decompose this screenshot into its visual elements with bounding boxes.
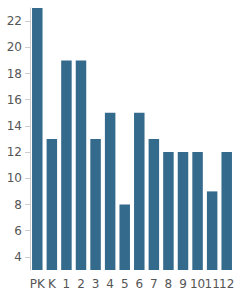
svg-text:K: K (48, 277, 57, 291)
svg-text:22: 22 (7, 14, 22, 28)
svg-text:6: 6 (14, 224, 22, 238)
svg-text:20: 20 (7, 40, 22, 54)
svg-text:16: 16 (7, 93, 22, 107)
svg-text:6: 6 (135, 277, 143, 291)
svg-text:1: 1 (63, 277, 71, 291)
svg-text:8: 8 (165, 277, 173, 291)
svg-text:9: 9 (179, 277, 187, 291)
svg-text:4: 4 (14, 250, 22, 264)
svg-text:18: 18 (7, 67, 22, 81)
svg-text:2: 2 (77, 277, 85, 291)
svg-text:11: 11 (205, 277, 220, 291)
svg-text:PK: PK (30, 277, 46, 291)
svg-text:5: 5 (121, 277, 129, 291)
svg-text:3: 3 (92, 277, 100, 291)
svg-text:10: 10 (190, 277, 205, 291)
svg-text:10: 10 (7, 171, 22, 185)
svg-text:14: 14 (7, 119, 22, 133)
svg-text:4: 4 (106, 277, 114, 291)
svg-text:12: 12 (219, 277, 234, 291)
svg-text:12: 12 (7, 145, 22, 159)
svg-text:7: 7 (150, 277, 158, 291)
svg-text:8: 8 (14, 198, 22, 212)
